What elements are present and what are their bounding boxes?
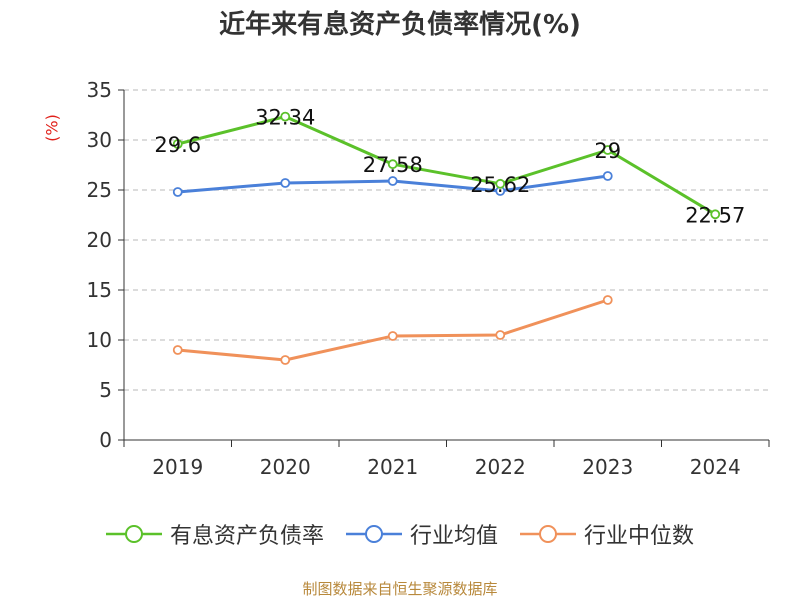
x-tick-label: 2024 [690,455,741,479]
data-point [602,295,613,305]
data-label: 27.58 [363,153,423,177]
y-tick-label: 20 [87,228,112,252]
chart-title: 近年来有息资产负债率情况(%) [219,10,581,40]
data-point [495,178,506,189]
data-point [172,187,183,197]
data-point [495,330,506,340]
legend-marker-blue-icon [345,525,402,543]
data-point [387,176,398,186]
legend-label: 行业中位数 [584,524,695,549]
data-point [602,145,613,155]
data-point [280,178,291,188]
series-line-0 [177,115,717,216]
data-point [280,355,291,365]
legend: 有息资产负债率 行业均值 行业中位数 [0,518,800,550]
data-point [280,111,291,122]
legend-item-interest-debt-ratio[interactable]: 有息资产负债率 [105,518,324,550]
legend-label: 行业均值 [409,524,498,549]
data-label: 29.6 [154,133,201,157]
y-tick-label: 25 [87,178,112,202]
data-point [172,345,183,355]
x-tick-label: 2022 [475,455,526,479]
data-label: 22.57 [685,203,745,227]
x-tick-label: 2023 [582,455,633,479]
data-point [710,209,721,220]
data-label: 25.62 [470,173,530,197]
data-point [387,331,398,341]
legend-item-industry-median[interactable]: 行业中位数 [520,518,694,550]
data-point [387,159,398,170]
y-tick-label: 0 [99,428,112,452]
data-label: 32.34 [255,106,315,130]
y-tick-label: 15 [87,278,112,302]
x-tick-label: 2020 [260,455,311,479]
series-line-2 [177,298,609,362]
x-tick-label: 2021 [367,455,418,479]
legend-label: 有息资产负债率 [169,524,324,549]
y-tick-label: 10 [87,328,112,352]
x-tick-label: 2019 [152,455,203,479]
y-tick-label: 35 [87,78,112,102]
y-tick-label: 30 [87,128,112,152]
data-label: 29 [594,139,621,163]
legend-marker-green-icon [105,525,162,543]
data-point [172,139,183,149]
source-note: 制图数据来自恒生聚源数据库 [302,580,498,598]
legend-marker-orange-icon [520,525,576,543]
y-tick-label: 5 [99,378,112,402]
data-point [602,171,613,181]
legend-item-industry-mean[interactable]: 行业均值 [345,518,498,550]
